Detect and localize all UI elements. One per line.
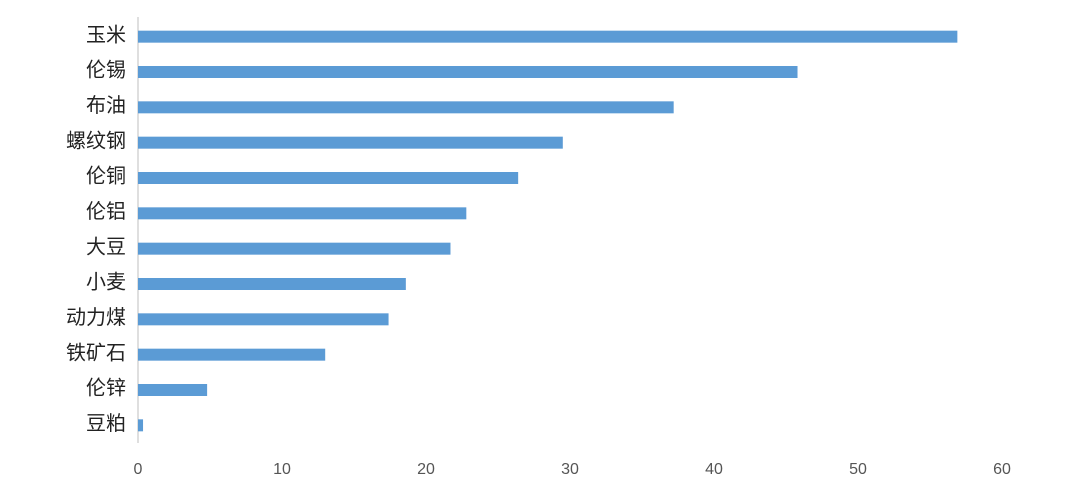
bar: [138, 384, 208, 396]
x-tick-label: 60: [993, 461, 1011, 478]
x-tick-label: 20: [417, 461, 435, 478]
bar: [138, 242, 451, 255]
bar: [138, 172, 519, 184]
y-tick-label: 伦铜: [86, 165, 126, 188]
y-tick-label: 玉米: [86, 23, 126, 46]
bar: [138, 419, 144, 432]
x-tick-label: 0: [134, 461, 143, 478]
bar: [138, 66, 798, 78]
y-tick-label: 伦锌: [86, 377, 126, 400]
x-tick-label: 50: [849, 461, 867, 478]
y-tick-label: 伦锡: [86, 59, 126, 82]
y-tick-label: 布油: [86, 94, 126, 117]
bar: [138, 101, 674, 114]
y-tick-label: 动力煤: [66, 306, 126, 329]
bar: [138, 313, 389, 326]
y-tick-label: 小麦: [86, 271, 126, 294]
y-tick-label: 豆粕: [86, 412, 126, 435]
y-tick-label: 螺纹钢: [66, 129, 126, 152]
bar: [138, 207, 467, 220]
bar: [138, 278, 406, 290]
y-tick-label: 铁矿石: [66, 341, 126, 364]
x-tick-label: 40: [705, 461, 723, 478]
bar: [138, 348, 326, 361]
bar: [138, 136, 563, 149]
x-tick-label: 30: [561, 461, 579, 478]
y-tick-label: 伦铝: [86, 200, 126, 223]
bar: [138, 30, 958, 43]
y-tick-label: 大豆: [86, 235, 126, 258]
x-tick-label: 10: [273, 461, 291, 478]
